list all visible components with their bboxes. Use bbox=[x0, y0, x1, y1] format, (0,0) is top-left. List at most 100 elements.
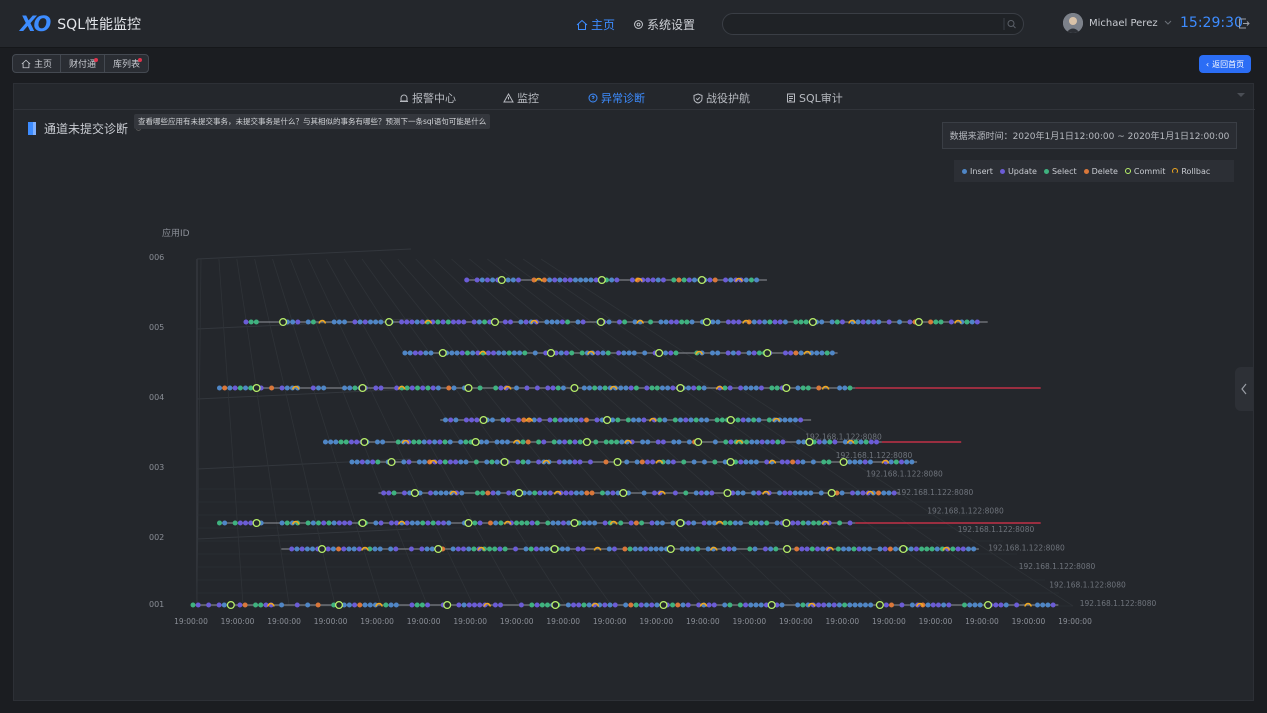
tab-sql-audit[interactable]: SQL审计 bbox=[786, 90, 843, 106]
event-dot bbox=[542, 490, 548, 496]
event-dot bbox=[633, 385, 639, 391]
event-dot bbox=[394, 520, 400, 526]
legend-select[interactable]: Select bbox=[1043, 167, 1077, 176]
event-dot bbox=[490, 490, 496, 496]
event-dot bbox=[816, 385, 822, 391]
event-dot bbox=[463, 459, 469, 465]
event-dot bbox=[977, 602, 983, 608]
tab-alarm-center[interactable]: 报警中心 bbox=[399, 90, 456, 106]
event-dot bbox=[673, 319, 679, 325]
logout-icon[interactable] bbox=[1238, 17, 1250, 30]
event-dot bbox=[644, 459, 650, 465]
breadcrumb-home[interactable]: 主页 bbox=[13, 55, 62, 72]
event-dot bbox=[659, 520, 665, 526]
rollback-marker bbox=[768, 459, 777, 464]
rollback-marker bbox=[587, 350, 595, 355]
event-dot bbox=[221, 602, 227, 608]
user-menu[interactable]: Michael Perez bbox=[1063, 13, 1172, 33]
legend-rollback[interactable]: Rollbac bbox=[1172, 167, 1210, 176]
event-dot bbox=[474, 490, 480, 496]
event-dot bbox=[852, 459, 858, 465]
breadcrumb-item[interactable]: 库列表 bbox=[105, 55, 148, 72]
tooltip: 查看哪些应用有未提交事务，未提交事务是什么？与其相似的事务有哪些？预测下一条sq… bbox=[134, 114, 491, 129]
event-dot bbox=[463, 439, 469, 445]
event-dot bbox=[401, 490, 407, 496]
tab-escort[interactable]: 战役护航 bbox=[693, 90, 750, 106]
tab-monitor[interactable]: 监控 bbox=[503, 90, 539, 106]
event-dot bbox=[611, 546, 617, 552]
event-dot bbox=[788, 350, 794, 356]
chevron-down-icon[interactable] bbox=[1164, 20, 1172, 26]
event-dot bbox=[525, 439, 531, 445]
event-dot bbox=[581, 520, 587, 526]
commit-marker bbox=[619, 488, 628, 498]
event-dot bbox=[622, 319, 628, 325]
commit-marker bbox=[655, 348, 664, 358]
nav-settings[interactable]: 系统设置 bbox=[633, 16, 695, 33]
event-dot bbox=[583, 277, 589, 283]
event-dot bbox=[391, 490, 397, 496]
diagnosis-icon bbox=[588, 93, 598, 103]
event-dot bbox=[665, 385, 671, 391]
event-dot bbox=[482, 319, 488, 325]
legend-commit[interactable]: Commit bbox=[1124, 167, 1165, 176]
legend-update[interactable]: Update bbox=[999, 167, 1037, 176]
event-dot bbox=[676, 439, 682, 445]
event-dot bbox=[474, 417, 480, 423]
x-tick-label: 19:00:00 bbox=[1058, 617, 1092, 626]
nav-home[interactable]: 主页 bbox=[576, 16, 615, 33]
event-dot bbox=[639, 459, 645, 465]
tab-collapse-caret[interactable] bbox=[1237, 93, 1245, 97]
y-tick-label: 001 bbox=[149, 600, 164, 609]
event-dot bbox=[378, 520, 384, 526]
event-dot bbox=[777, 490, 783, 496]
event-dot bbox=[754, 439, 760, 445]
rollback-marker bbox=[735, 277, 743, 282]
event-dot bbox=[493, 520, 499, 526]
x-tick-label: 19:00:00 bbox=[221, 617, 255, 626]
search-icon[interactable] bbox=[1003, 17, 1017, 31]
event-dot bbox=[686, 277, 692, 283]
event-dot bbox=[712, 277, 718, 283]
event-dot bbox=[749, 439, 755, 445]
event-dot bbox=[536, 459, 542, 465]
event-dot bbox=[660, 439, 666, 445]
event-dot bbox=[615, 417, 621, 423]
grid-line bbox=[236, 258, 290, 607]
event-dot bbox=[248, 385, 254, 391]
search-input[interactable] bbox=[722, 13, 1024, 35]
event-dot bbox=[310, 319, 316, 325]
event-dot bbox=[644, 602, 650, 608]
back-home-button[interactable]: ‹ 返回首页 bbox=[1199, 55, 1251, 73]
event-dot bbox=[505, 277, 511, 283]
event-dot bbox=[727, 602, 733, 608]
event-dot bbox=[670, 459, 676, 465]
event-dot bbox=[555, 385, 561, 391]
rollback-marker bbox=[609, 520, 618, 525]
event-dot bbox=[446, 520, 452, 526]
event-dot bbox=[352, 602, 358, 608]
legend-delete[interactable]: Delete bbox=[1083, 167, 1118, 176]
event-dot bbox=[557, 277, 563, 283]
event-dot bbox=[847, 602, 853, 608]
event-dot bbox=[521, 490, 527, 496]
breadcrumb-item[interactable]: 财付通 bbox=[61, 55, 106, 72]
logo[interactable]: XO SQL性能监控 bbox=[20, 12, 141, 36]
side-collapse-handle[interactable] bbox=[1235, 367, 1253, 411]
event-dot bbox=[562, 459, 568, 465]
event-dot bbox=[816, 602, 822, 608]
event-dot bbox=[887, 546, 893, 552]
section-title: 通道未提交诊断 bbox=[44, 122, 129, 136]
home-icon bbox=[576, 19, 588, 30]
avatar[interactable] bbox=[1063, 13, 1083, 33]
event-dot bbox=[965, 546, 971, 552]
event-dot bbox=[621, 350, 627, 356]
legend-insert[interactable]: Insert bbox=[962, 167, 993, 176]
event-dot bbox=[606, 546, 612, 552]
event-dot bbox=[479, 277, 485, 283]
event-dot bbox=[553, 350, 559, 356]
event-dot bbox=[415, 520, 421, 526]
rollback-marker bbox=[715, 520, 724, 525]
event-dot bbox=[539, 602, 545, 608]
tab-diagnosis[interactable]: 异常诊断 bbox=[588, 90, 645, 106]
